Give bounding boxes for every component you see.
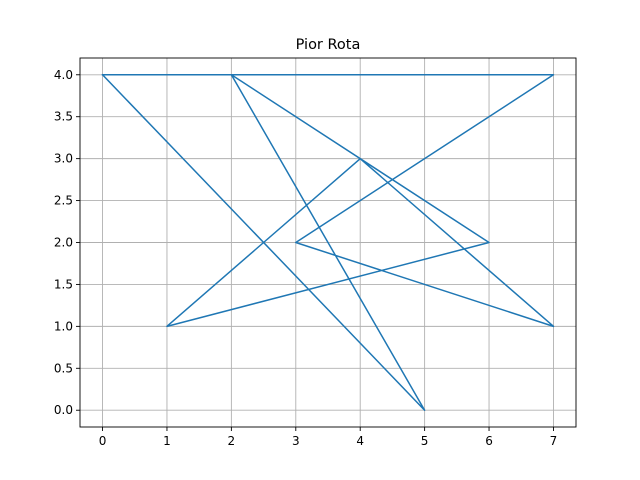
y-axis: 0.0 0.5 1.0 1.5 2.0 2.5 3.0 3.5 4.0 xyxy=(54,68,80,417)
y-tick-label: 1.5 xyxy=(54,277,73,291)
y-tick-label: 4.0 xyxy=(54,68,73,82)
x-tick-label: 4 xyxy=(356,434,364,448)
x-axis: 0 1 2 3 4 5 6 7 xyxy=(99,427,558,448)
x-tick-label: 0 xyxy=(99,434,107,448)
x-tick-label: 5 xyxy=(421,434,429,448)
y-tick-label: 0.0 xyxy=(54,403,73,417)
route-line xyxy=(101,73,555,411)
y-tick-label: 2.0 xyxy=(54,236,73,250)
y-tick-label: 0.5 xyxy=(54,361,73,375)
x-tick-label: 3 xyxy=(292,434,300,448)
y-tick-label: 3.5 xyxy=(54,110,73,124)
x-tick-label: 2 xyxy=(228,434,236,448)
plot-area xyxy=(101,73,555,411)
chart-title: Pior Rota xyxy=(296,37,361,53)
x-tick-label: 6 xyxy=(485,434,493,448)
x-tick-label: 1 xyxy=(163,434,171,448)
y-tick-label: 2.5 xyxy=(54,194,73,208)
x-tick-label: 7 xyxy=(550,434,558,448)
y-tick-label: 3.0 xyxy=(54,152,73,166)
y-tick-label: 1.0 xyxy=(54,319,73,333)
